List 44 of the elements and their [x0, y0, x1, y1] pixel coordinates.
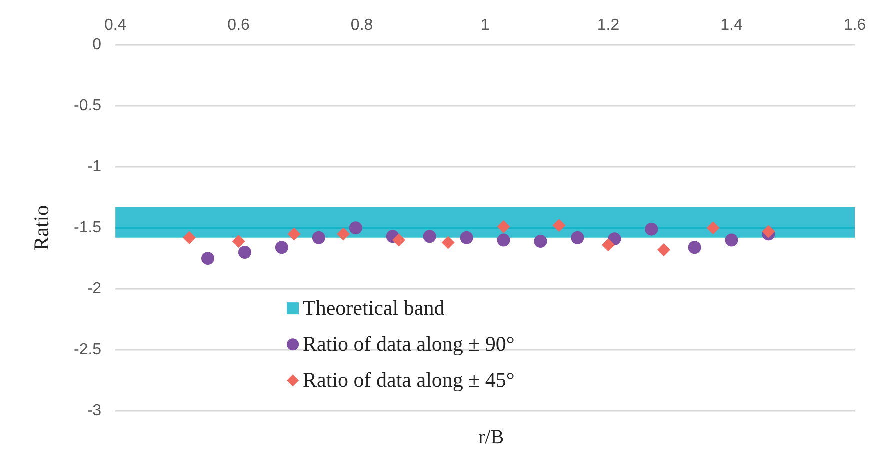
- point: [460, 231, 474, 244]
- y-axis-title: Ratio: [30, 205, 54, 251]
- x-tick-label: 0.4: [104, 17, 127, 34]
- point: [657, 244, 670, 257]
- point: [392, 234, 406, 247]
- point: [688, 241, 702, 254]
- point: [232, 235, 246, 248]
- point: [571, 231, 584, 244]
- point: [497, 220, 510, 234]
- point: [183, 231, 196, 244]
- point: [602, 238, 616, 252]
- point: [534, 235, 548, 248]
- point: [423, 230, 436, 244]
- x-tick-label: 1: [480, 17, 490, 34]
- point: [645, 222, 658, 236]
- x-axis-title: r/B: [478, 426, 504, 448]
- legend-label: Ratio of data along ± 45°: [303, 368, 515, 392]
- point: [349, 222, 362, 235]
- x-tick-label: 0.6: [228, 17, 250, 34]
- y-tick-label: 0: [92, 36, 102, 54]
- point: [497, 234, 510, 247]
- x-tick-label: 1.2: [597, 17, 620, 34]
- point: [762, 225, 776, 238]
- point: [725, 234, 738, 247]
- y-tick-label: -2.5: [74, 341, 102, 358]
- x-tick-label: 1.6: [844, 17, 866, 34]
- point: [312, 231, 326, 244]
- legend-label: Theoretical band: [303, 296, 446, 320]
- x-tick-label: 0.8: [350, 17, 374, 34]
- point: [288, 228, 301, 241]
- y-tick-label: -2: [87, 280, 102, 298]
- y-tick-label: -1: [87, 158, 102, 176]
- point: [275, 241, 288, 254]
- point: [706, 222, 720, 235]
- x-tick-label: 1.4: [720, 17, 743, 34]
- y-tick-label: -3: [87, 402, 102, 420]
- y-tick-label: -1.5: [74, 220, 102, 237]
- point: [552, 219, 566, 232]
- point: [442, 236, 455, 250]
- point: [238, 246, 252, 259]
- point: [337, 228, 350, 241]
- y-tick-label: -0.5: [74, 98, 102, 115]
- legend-label: Ratio of data along ± 90°: [303, 332, 515, 356]
- point: [202, 252, 214, 266]
